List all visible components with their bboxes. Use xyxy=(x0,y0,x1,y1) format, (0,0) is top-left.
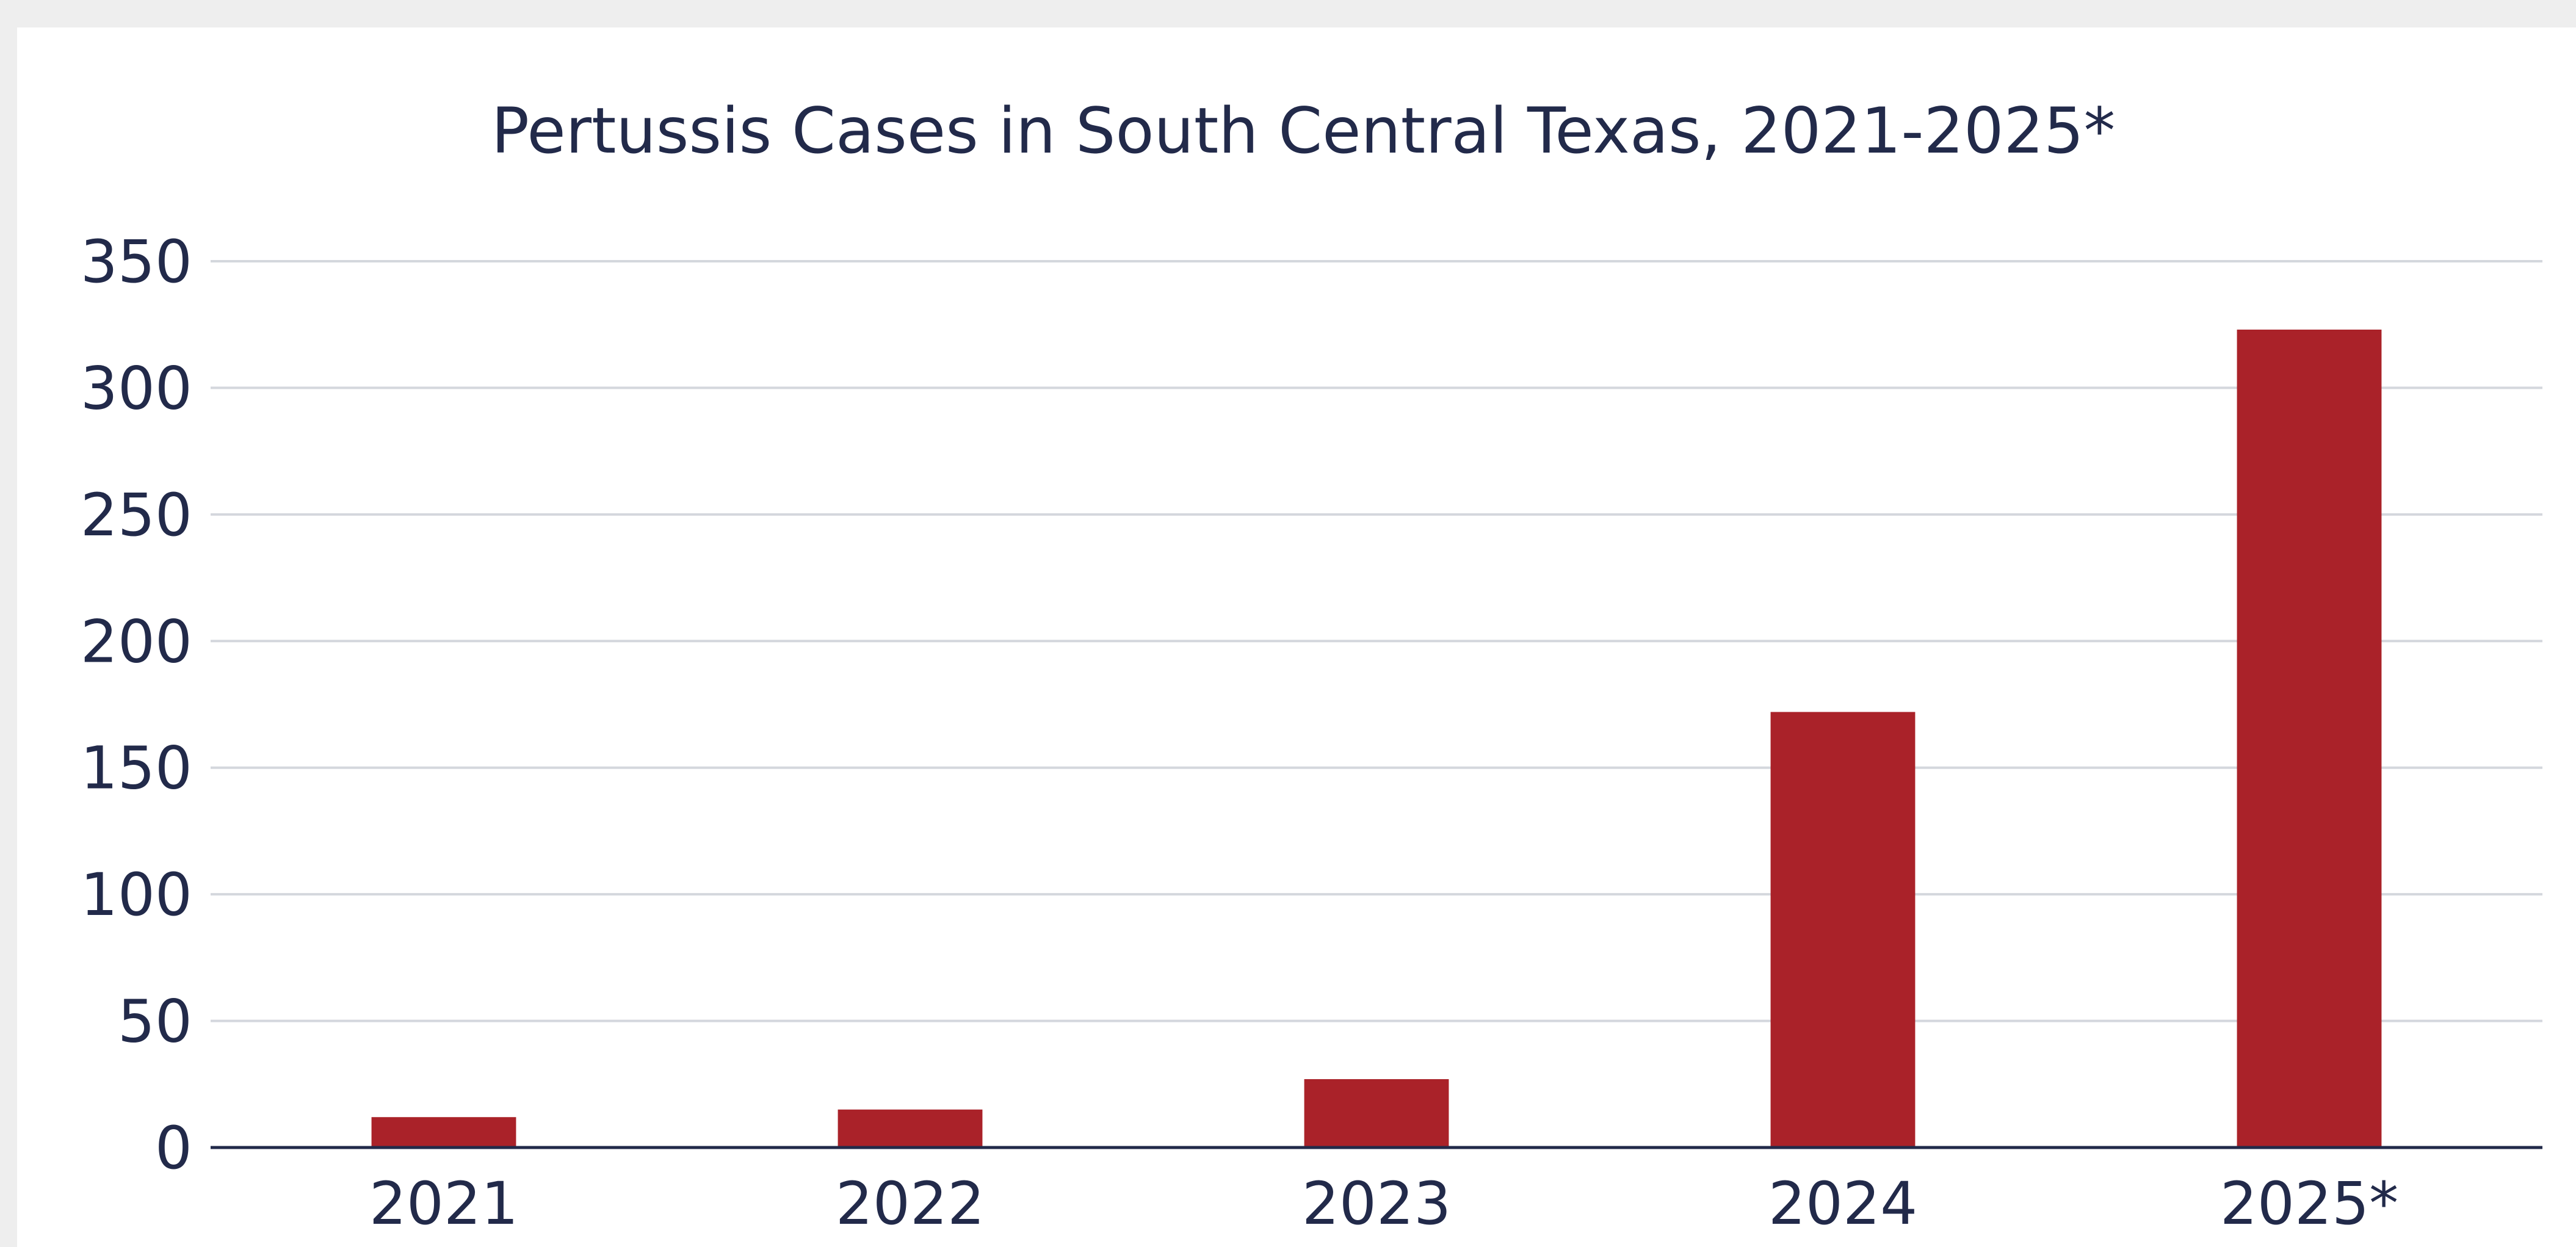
bars xyxy=(371,330,2382,1148)
y-tick-label: 300 xyxy=(81,354,192,422)
y-tick-label: 100 xyxy=(81,861,192,929)
y-tick-label: 50 xyxy=(118,988,192,1056)
bar-2024 xyxy=(1770,712,1916,1148)
x-tick-label: 2023 xyxy=(1302,1169,1451,1238)
x-tick-label: 2024 xyxy=(1768,1169,1917,1238)
bar-2021 xyxy=(371,1117,516,1148)
x-tick-label: 2022 xyxy=(836,1169,985,1238)
chart-panel xyxy=(17,27,2576,1247)
x-axis-tick-labels: 2021 2022 2023 2024 2025* xyxy=(369,1169,2398,1238)
y-axis-tick-labels: 0 50 100 150 200 250 300 350 xyxy=(81,228,192,1182)
bar-2025 xyxy=(2237,330,2382,1148)
y-tick-label: 250 xyxy=(81,481,192,549)
x-tick-label: 2021 xyxy=(369,1169,518,1238)
y-tick-label: 150 xyxy=(81,734,192,803)
x-tick-label: 2025* xyxy=(2220,1169,2398,1238)
y-tick-label: 350 xyxy=(81,228,192,296)
bar-2023 xyxy=(1304,1079,1449,1148)
chart-title: Pertussis Cases in South Central Texas, … xyxy=(491,95,2115,168)
gridlines xyxy=(211,260,2542,1022)
bar-2022 xyxy=(838,1109,983,1148)
y-tick-label: 200 xyxy=(81,607,192,676)
y-tick-label: 0 xyxy=(155,1114,192,1182)
